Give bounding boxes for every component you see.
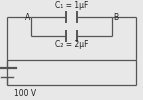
Text: B: B [113, 13, 118, 22]
Text: C₂ = 2μF: C₂ = 2μF [55, 40, 88, 49]
Text: A: A [25, 13, 30, 22]
Text: C₁ = 1μF: C₁ = 1μF [55, 1, 88, 10]
Text: 100 V: 100 V [14, 89, 36, 98]
